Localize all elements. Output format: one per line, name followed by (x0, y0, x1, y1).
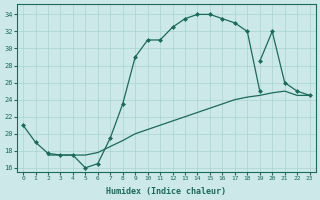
X-axis label: Humidex (Indice chaleur): Humidex (Indice chaleur) (106, 187, 226, 196)
